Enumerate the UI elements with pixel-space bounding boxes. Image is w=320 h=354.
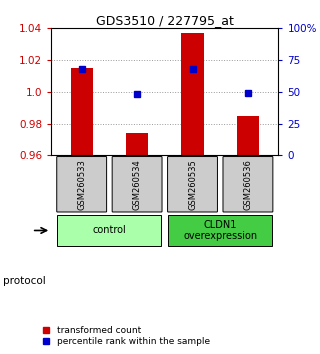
Bar <box>126 133 148 155</box>
Bar <box>237 116 259 155</box>
Text: CLDN1
overexpression: CLDN1 overexpression <box>183 220 257 241</box>
Text: GSM260536: GSM260536 <box>244 159 252 210</box>
Legend: transformed count, percentile rank within the sample: transformed count, percentile rank withi… <box>36 326 211 346</box>
Text: control: control <box>92 225 126 235</box>
Bar <box>71 68 93 155</box>
Text: protocol: protocol <box>3 276 46 286</box>
Text: GSM260534: GSM260534 <box>132 159 141 210</box>
Title: GDS3510 / 227795_at: GDS3510 / 227795_at <box>96 14 234 27</box>
Bar <box>168 215 272 246</box>
FancyBboxPatch shape <box>112 156 162 212</box>
Text: GSM260533: GSM260533 <box>77 159 86 210</box>
Bar <box>57 215 162 246</box>
Bar <box>181 33 204 155</box>
FancyBboxPatch shape <box>168 156 218 212</box>
FancyBboxPatch shape <box>223 156 273 212</box>
FancyBboxPatch shape <box>57 156 107 212</box>
Text: GSM260535: GSM260535 <box>188 159 197 210</box>
